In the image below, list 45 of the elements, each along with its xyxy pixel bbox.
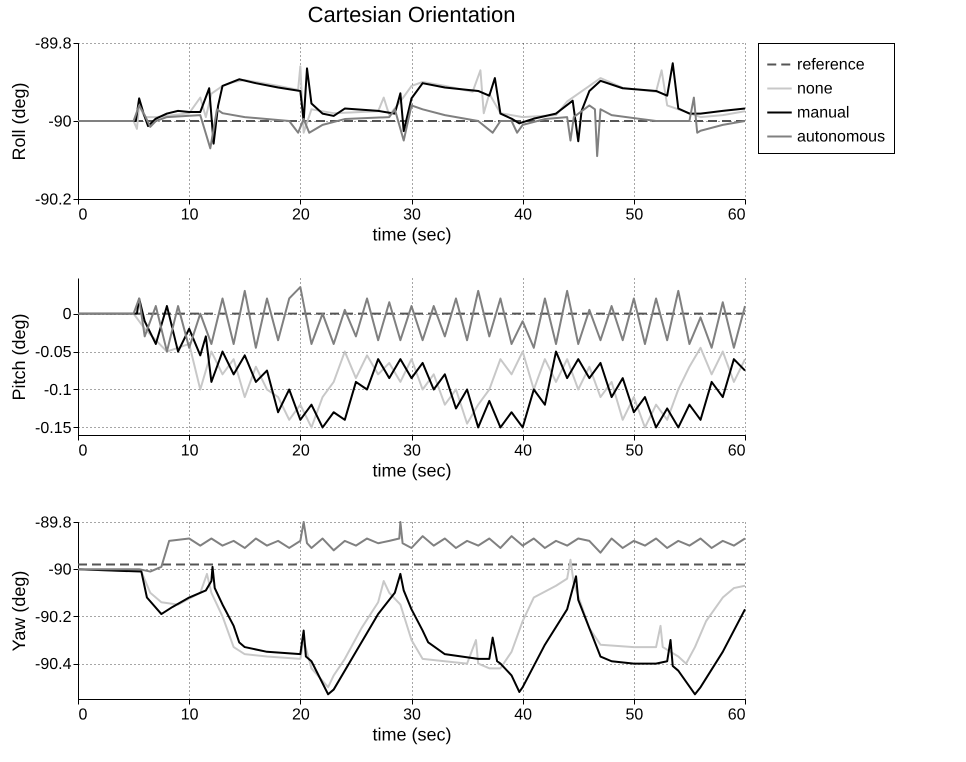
x-tick-label: 10 (180, 442, 199, 460)
y-tick-label: -0.1 (44, 382, 72, 399)
y-tick-label: -90.2 (35, 192, 72, 208)
chart-title: Cartesian Orientation (308, 2, 516, 27)
y-tick-label: -89.8 (35, 36, 72, 52)
x-tick-label: 30 (403, 206, 421, 224)
y-tick-label: -90.4 (35, 656, 72, 674)
y-tick-label: 0 (62, 306, 72, 324)
line-series (77, 96, 746, 158)
x-axis-title: time (sec) (372, 460, 452, 480)
y-tick-label: -90 (48, 114, 72, 130)
y-axis-title: Pitch (deg) (9, 313, 30, 401)
x-tick-label: 20 (292, 206, 310, 224)
legend-label: manual (797, 104, 850, 122)
x-tick-label: 50 (625, 706, 644, 724)
x-tick-label: 10 (180, 206, 199, 224)
y-tick-label: -0.05 (35, 344, 72, 362)
legend-label: none (797, 80, 833, 98)
x-axis-title: time (sec) (372, 224, 452, 244)
x-tick-label: 40 (514, 706, 532, 724)
y-axis-title: Yaw (deg) (9, 570, 30, 652)
legend-label: autonomous (797, 128, 886, 146)
y-tick-label: -89.8 (35, 514, 72, 532)
y-axis-title: Roll (deg) (9, 82, 30, 161)
x-tick-label: 40 (514, 206, 532, 224)
y-tick-label: -0.15 (35, 420, 72, 437)
x-tick-label: 30 (403, 442, 421, 460)
legend-label: reference (797, 56, 865, 74)
y-tick-label: -90 (48, 562, 72, 579)
x-tick-label: 50 (625, 206, 644, 224)
x-tick-label: 40 (514, 442, 532, 460)
x-tick-label: 10 (180, 706, 199, 724)
x-tick-label: 0 (78, 706, 88, 724)
x-tick-label: 20 (292, 706, 310, 724)
x-tick-label: 60 (728, 706, 746, 724)
line-series (77, 286, 746, 353)
x-tick-label: 20 (292, 442, 310, 460)
x-axis-title: time (sec) (372, 724, 452, 744)
x-tick-label: 60 (728, 206, 746, 224)
x-tick-label: 0 (78, 206, 88, 224)
y-tick-label: -90.2 (35, 608, 72, 626)
x-tick-label: 0 (78, 442, 88, 460)
x-tick-label: 30 (403, 706, 421, 724)
x-tick-label: 50 (625, 442, 644, 460)
x-tick-label: 60 (728, 442, 746, 460)
